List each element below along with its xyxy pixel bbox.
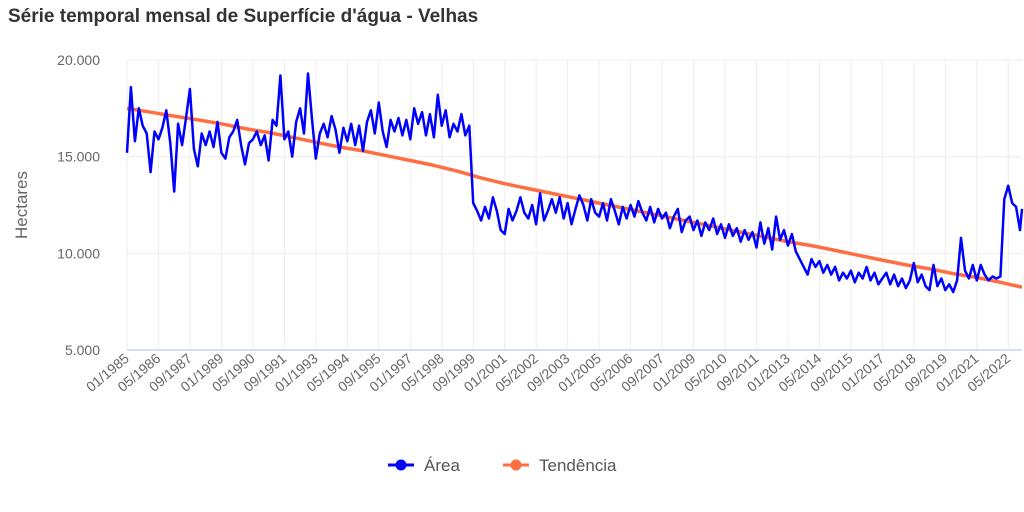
y-tick-label: 20.000: [57, 52, 100, 68]
legend-marker-area: [395, 459, 407, 471]
series-line-area: [125, 72, 1024, 294]
y-tick-labels: 5.000 10.000 15.000 20.000: [57, 52, 100, 358]
grid-lines: [126, 59, 1022, 350]
legend[interactable]: Área Tendência: [388, 456, 617, 475]
y-tick-label: 10.000: [57, 245, 100, 261]
y-tick-label: 5.000: [65, 342, 100, 358]
legend-item-area[interactable]: Área: [388, 456, 460, 475]
legend-item-tendencia[interactable]: Tendência: [503, 456, 617, 475]
series-line-tendencia: [126, 106, 1023, 289]
x-tick-labels: 01/198505/198609/198701/198905/199009/19…: [83, 350, 1013, 395]
chart-title: Série temporal mensal de Superfície d'ág…: [8, 6, 479, 27]
legend-marker-tendencia: [510, 459, 522, 471]
y-tick-label: 15.000: [57, 149, 100, 165]
y-axis-label: Hectares: [12, 171, 31, 239]
legend-label-area: Área: [424, 456, 460, 475]
legend-label-tendencia: Tendência: [539, 456, 617, 475]
